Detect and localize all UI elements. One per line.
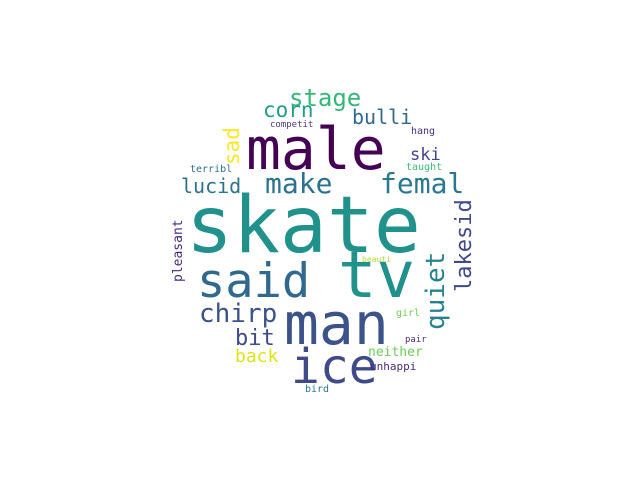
word-bird: bird	[305, 384, 330, 395]
word-lakesid: lakesid	[452, 199, 477, 292]
word-corn: corn	[263, 98, 314, 122]
word-tv: tv	[338, 239, 416, 313]
word-ski: ski	[410, 145, 441, 165]
word-competit: competit	[270, 120, 314, 130]
word-man: man	[284, 290, 389, 358]
word-neither: neither	[368, 345, 423, 360]
word-girl: girl	[396, 308, 421, 319]
word-terribl: terribl	[190, 164, 233, 175]
word-bulli: bulli	[352, 105, 413, 129]
word-femal: femal	[380, 167, 465, 200]
word-pleasant: pleasant	[171, 219, 186, 282]
word-said: said	[197, 254, 311, 309]
word-ice: ice	[291, 339, 378, 395]
word-stage: stage	[289, 84, 362, 112]
word-back: back	[235, 346, 279, 367]
word-bit: bit	[235, 326, 275, 351]
word-unhappi: unhappi	[370, 360, 417, 373]
word-sad: sad	[220, 127, 244, 165]
word-make: make	[265, 167, 333, 200]
word-taught: taught	[406, 162, 443, 173]
word-male: male	[246, 115, 386, 183]
word-skate: skate	[186, 181, 421, 271]
word-quiet: quiet	[421, 251, 451, 330]
word-chirp: chirp	[199, 299, 278, 329]
word-beauti: beauti	[362, 255, 391, 264]
word-pair: pair	[405, 335, 427, 345]
word-hang: hang	[411, 126, 436, 137]
word-lucid: lucid	[181, 174, 242, 198]
